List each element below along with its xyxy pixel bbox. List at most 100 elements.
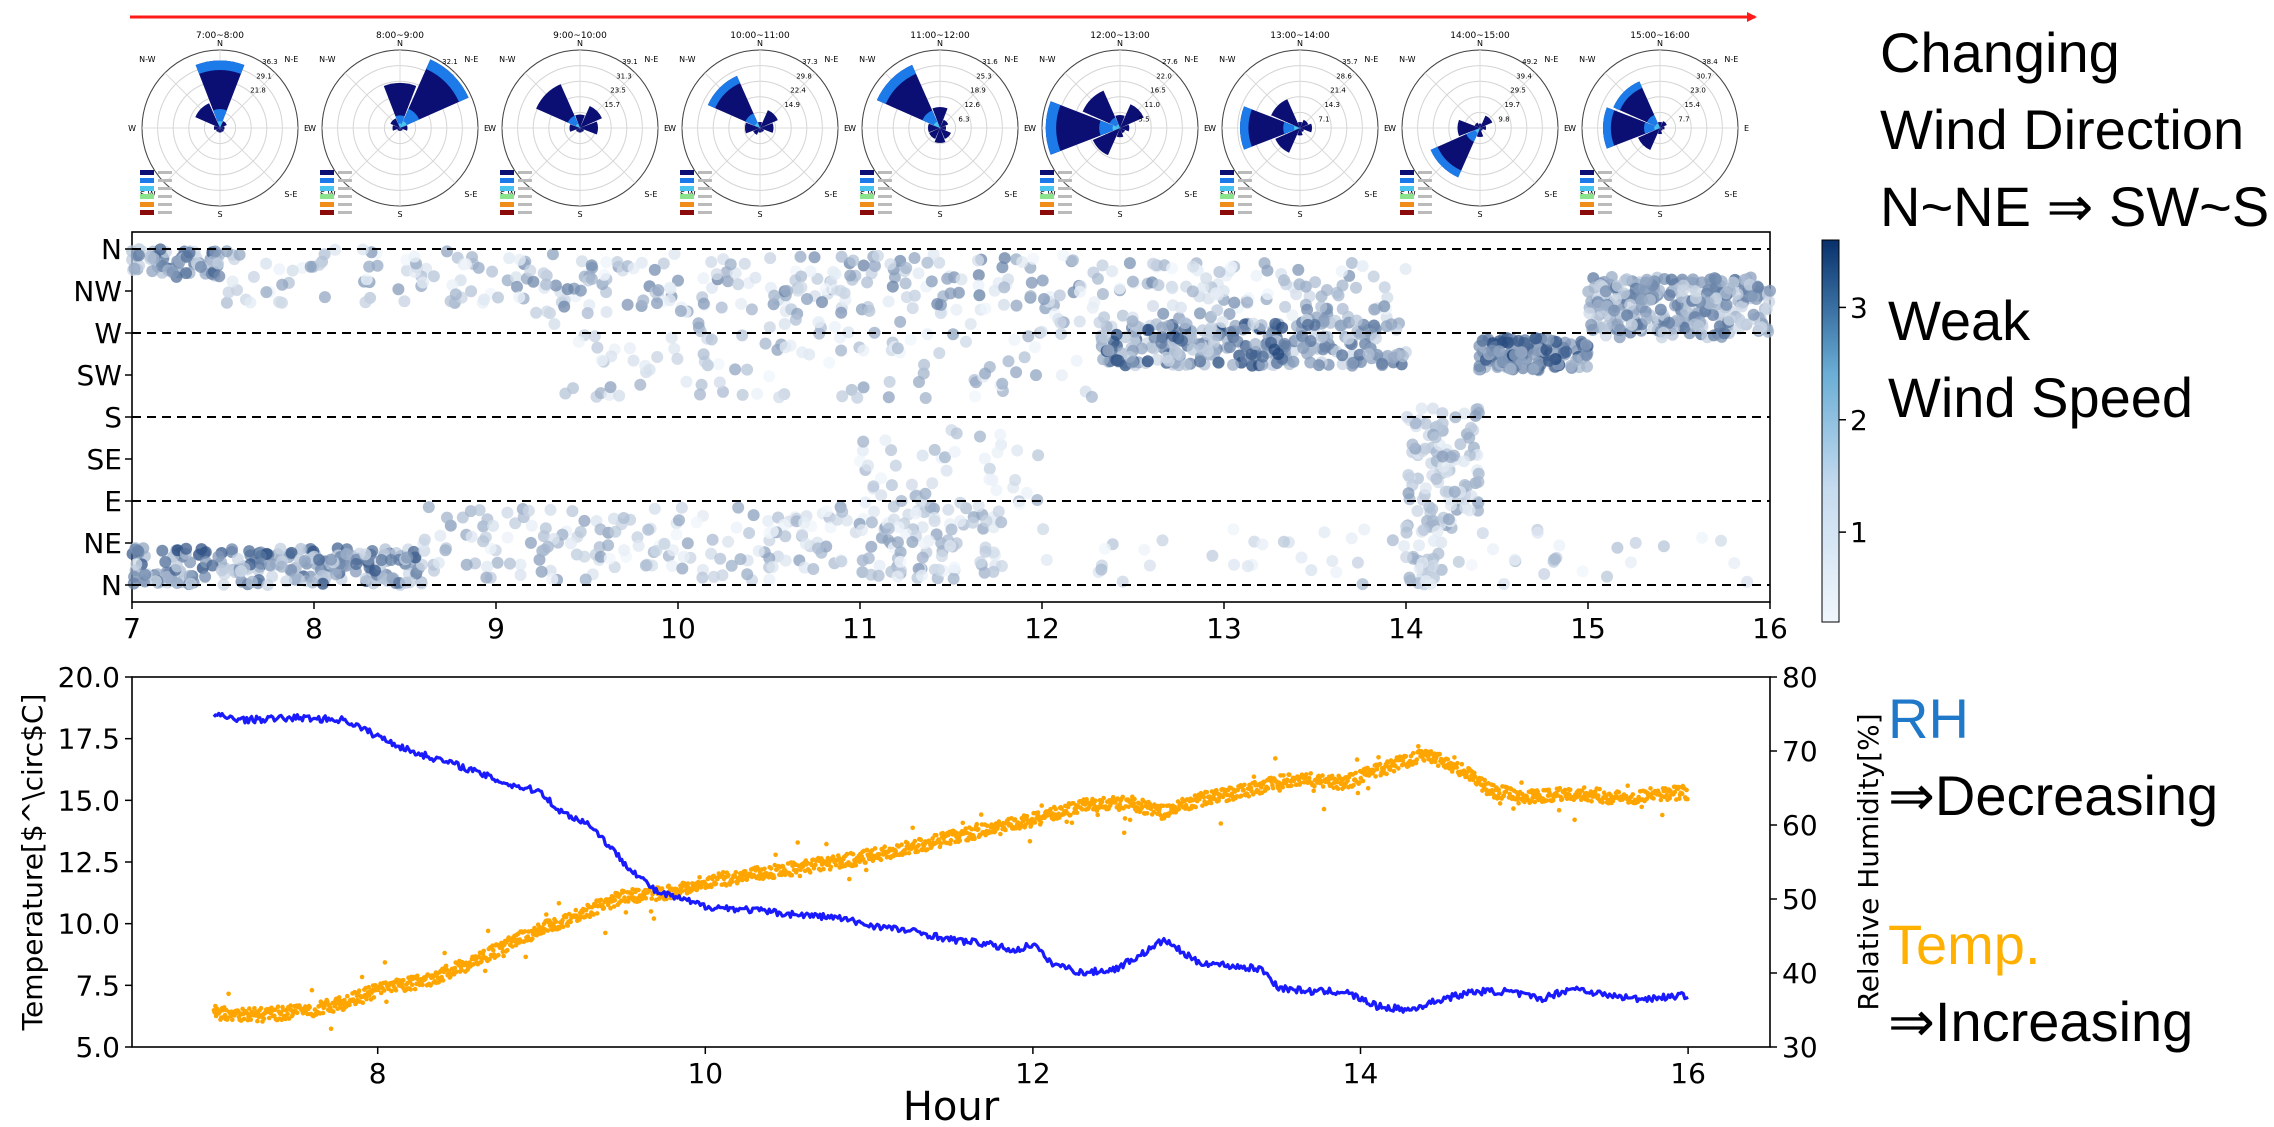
rose-legend-swatch [1040,186,1054,191]
scatter-point [1663,289,1676,302]
scatter-point [1419,442,1432,455]
rose-petal [1045,101,1120,155]
temp-point [226,991,231,997]
temp-point [795,840,800,845]
temperature-tick: 15.0 [58,784,120,817]
scatter-point [206,559,219,572]
scatter-point [1180,358,1193,371]
scatter-point [171,560,184,573]
temp-point [1421,758,1427,763]
scatter-point [486,265,499,278]
scatter-point [1399,263,1412,275]
scatter-point [180,250,193,263]
temp-point [636,887,641,893]
scatter-point [1315,300,1328,313]
scatter-point [1315,290,1328,303]
rose-legend-swatch [320,186,334,191]
scatter-point [764,252,777,265]
rose-petal [1300,123,1312,133]
scatter-point [1336,349,1349,362]
temp-point [553,919,559,924]
scatter-point [260,257,273,270]
scatter-point [972,279,985,292]
scatter-point [716,569,729,582]
scatter-point [899,277,912,290]
rose-legend-swatch [1580,194,1594,199]
rose-petal [580,106,602,128]
scatter-point [1469,409,1482,422]
scatter-point [807,563,820,575]
scatter-point [594,523,607,536]
rose-petal [1116,128,1124,138]
temp-point [510,944,515,949]
scatter-points [126,243,1776,591]
rose-legend-swatch [860,202,874,207]
scatter-x-tick: 14 [1388,612,1424,645]
rose-direction-label: N-W [859,55,876,64]
scatter-point [1559,336,1572,349]
rose-ring-label: 23.0 [1690,87,1706,95]
scatter-point [514,569,527,581]
temp-point [309,987,315,993]
scatter-point [859,496,872,509]
rose-legend-swatch [140,194,154,199]
rose-title: 10:00~11:00 [730,31,790,41]
humidity-tick: 30 [1782,1031,1818,1064]
scatter-point [1318,526,1331,539]
rose-ring-label: 15.7 [604,101,620,109]
temp-point [459,967,464,973]
rose-direction-label: E [844,124,849,133]
scatter-point [541,305,553,318]
rose-legend-text [158,171,172,174]
scatter-point [180,542,193,555]
scatter-point [558,300,571,313]
rose-ring-label: 7.1 [1318,115,1329,123]
scatter-point [1040,553,1053,566]
scatter-point [600,256,613,269]
rose-petal-rim [1430,146,1462,178]
temp-point [1497,790,1502,796]
scatter-point [298,555,311,567]
scatter-point [159,556,172,568]
scatter-point [668,247,681,260]
scatter-point [306,576,319,589]
scatter-point [607,512,620,525]
rose-ring-label: 35.7 [1342,58,1358,66]
scatter-point [873,559,886,572]
rose-petal [220,121,227,128]
scatter-point [674,305,687,317]
scatter-point [816,296,828,309]
scatter-point [789,313,802,326]
scatter-point [884,258,897,271]
rose-direction-label: S [577,210,582,219]
scatter-point [1378,300,1391,313]
rose-direction-label: N-E [1544,55,1558,64]
scatter-point [1054,316,1067,329]
scatter-point [799,537,812,550]
scatter-point [572,335,585,348]
scatter-point [1356,260,1369,273]
temp-point [523,954,528,960]
scatter-point [1008,333,1021,346]
rose-petal [1478,123,1482,128]
temp-point [893,849,898,854]
temp-point [773,852,778,858]
scatter-point [1073,315,1086,328]
scatter-point [675,501,688,514]
rose-petal [400,125,408,131]
scatter-point [602,539,615,552]
rose-legend-text [158,179,172,182]
scatter-point [511,280,523,293]
scatter-point [865,516,878,529]
scatter-point [1227,523,1240,536]
temp-point [356,988,362,993]
scatter-point [1640,273,1653,286]
scatter-point [1633,283,1646,296]
scatter-point [891,570,904,583]
rose-direction-label: S-E [1184,190,1197,199]
scatter-point [313,553,326,566]
scatter-point [1396,350,1409,363]
scatter-point [559,387,572,400]
temp-point [496,952,501,958]
temp-point [772,862,778,868]
